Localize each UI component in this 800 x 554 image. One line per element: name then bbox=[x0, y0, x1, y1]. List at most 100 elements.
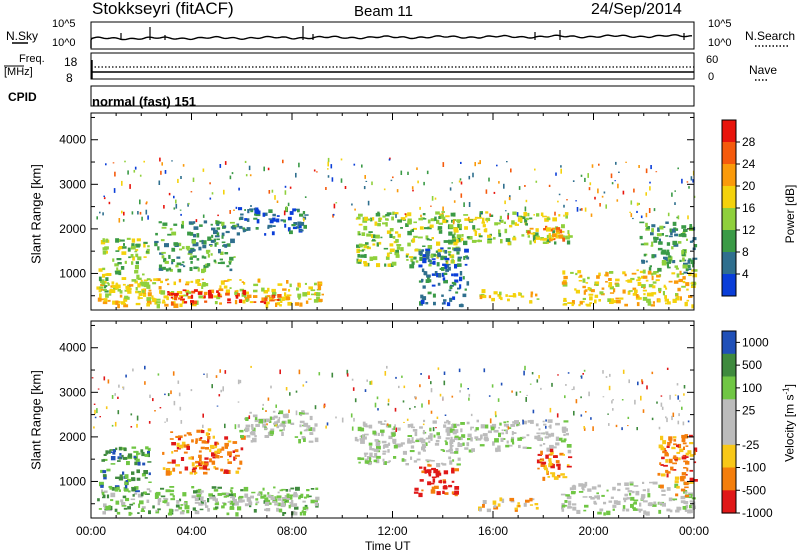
velocity-cell bbox=[272, 501, 277, 503]
power-cell bbox=[485, 217, 491, 222]
power-cell bbox=[363, 262, 369, 267]
velocity-cell bbox=[179, 511, 185, 515]
velocity-cell bbox=[537, 434, 541, 439]
velocity-cell bbox=[200, 500, 204, 505]
velocity-cell bbox=[214, 498, 218, 503]
velocity-sparse-cell bbox=[401, 375, 403, 378]
power-sparse-cell bbox=[460, 181, 463, 185]
power-cell bbox=[216, 290, 219, 293]
velocity-cell bbox=[480, 434, 483, 439]
power-sparse-cell bbox=[581, 208, 583, 211]
power-cell bbox=[261, 287, 265, 292]
power-cell bbox=[214, 230, 219, 233]
power-cell bbox=[431, 253, 436, 257]
power-cell bbox=[196, 258, 200, 261]
velocity-cell bbox=[235, 512, 239, 517]
power-sparse-cell bbox=[591, 164, 594, 168]
velocity-cell bbox=[480, 424, 485, 429]
velocity-cell bbox=[419, 466, 423, 469]
velocity-cell bbox=[258, 419, 263, 424]
velocity-cell bbox=[207, 498, 210, 503]
velocity-cell bbox=[360, 439, 365, 444]
power-cell bbox=[208, 294, 214, 299]
power-cell bbox=[124, 260, 127, 264]
velocity-cell bbox=[131, 471, 135, 475]
velocity-cell bbox=[492, 500, 497, 505]
power-cell bbox=[269, 219, 274, 224]
velocity-cell bbox=[417, 451, 421, 455]
velocity-sparse-cell bbox=[628, 379, 630, 384]
power-cell bbox=[421, 278, 424, 283]
power-sparse-cell bbox=[518, 186, 521, 190]
power-cell bbox=[164, 260, 169, 264]
power-cell bbox=[551, 227, 555, 230]
power-cell bbox=[585, 282, 589, 284]
velocity-sparse-cell bbox=[219, 369, 221, 373]
power-cell bbox=[126, 237, 131, 240]
power-cell bbox=[615, 283, 620, 287]
velocity-cell bbox=[506, 420, 509, 423]
power-cell bbox=[216, 238, 220, 241]
velocity-cell bbox=[179, 445, 184, 449]
velocity-ytick-label: 1000 bbox=[59, 474, 86, 488]
velocity-cell bbox=[209, 496, 214, 500]
power-cell bbox=[137, 283, 141, 288]
power-cell bbox=[198, 246, 202, 251]
velocity-cell bbox=[446, 431, 451, 436]
power-cell bbox=[667, 266, 671, 269]
power-cell bbox=[444, 250, 448, 254]
power-cell bbox=[123, 298, 128, 302]
power-cell bbox=[368, 231, 373, 233]
power-cell bbox=[627, 290, 631, 295]
velocity-cell bbox=[454, 435, 459, 438]
power-cell bbox=[640, 243, 645, 246]
power-cell bbox=[190, 260, 193, 264]
power-cell bbox=[117, 288, 121, 292]
velocity-colorbar-segment bbox=[722, 399, 736, 423]
velocity-sparse-cell bbox=[402, 400, 405, 403]
velocity-cell bbox=[562, 453, 565, 456]
power-cell bbox=[405, 254, 409, 258]
velocity-cell bbox=[109, 449, 114, 451]
velocity-cell bbox=[369, 457, 372, 462]
power-cell bbox=[397, 233, 401, 238]
velocity-cell bbox=[205, 505, 209, 508]
power-cell bbox=[242, 299, 246, 304]
power-cell bbox=[296, 287, 300, 291]
velocity-cell bbox=[468, 449, 473, 453]
power-cell bbox=[595, 281, 600, 285]
power-cell bbox=[637, 282, 642, 286]
power-cell bbox=[504, 228, 508, 234]
power-cell bbox=[155, 301, 161, 304]
power-cell bbox=[173, 242, 179, 246]
power-cell bbox=[377, 222, 381, 227]
velocity-cell bbox=[437, 435, 442, 439]
velocity-cell bbox=[303, 438, 306, 442]
power-cell bbox=[535, 293, 538, 297]
velocity-cell bbox=[245, 417, 249, 421]
velocity-sparse-cell bbox=[250, 365, 252, 368]
power-cell bbox=[683, 259, 687, 262]
power-cell bbox=[112, 300, 116, 305]
velocity-cell bbox=[444, 440, 447, 442]
velocity-cell bbox=[549, 448, 554, 453]
power-cell bbox=[454, 264, 458, 269]
power-cell bbox=[206, 263, 211, 267]
power-cell bbox=[638, 277, 641, 280]
power-ytick-label: 2000 bbox=[59, 222, 86, 236]
power-sparse-cell bbox=[365, 180, 368, 182]
power-cell bbox=[445, 215, 450, 218]
power-cell bbox=[651, 275, 654, 281]
velocity-cell bbox=[202, 465, 208, 470]
power-cell bbox=[370, 217, 373, 222]
velocity-cell bbox=[171, 442, 176, 446]
velocity-cell bbox=[122, 495, 127, 499]
power-sparse-cell bbox=[477, 162, 480, 165]
velocity-cell bbox=[662, 450, 666, 454]
velocity-cell bbox=[172, 467, 176, 472]
velocity-cell bbox=[633, 501, 637, 505]
velocity-cell bbox=[375, 441, 380, 447]
power-cell bbox=[386, 252, 390, 257]
velocity-sparse-cell bbox=[607, 413, 609, 415]
velocity-cell bbox=[683, 460, 688, 463]
